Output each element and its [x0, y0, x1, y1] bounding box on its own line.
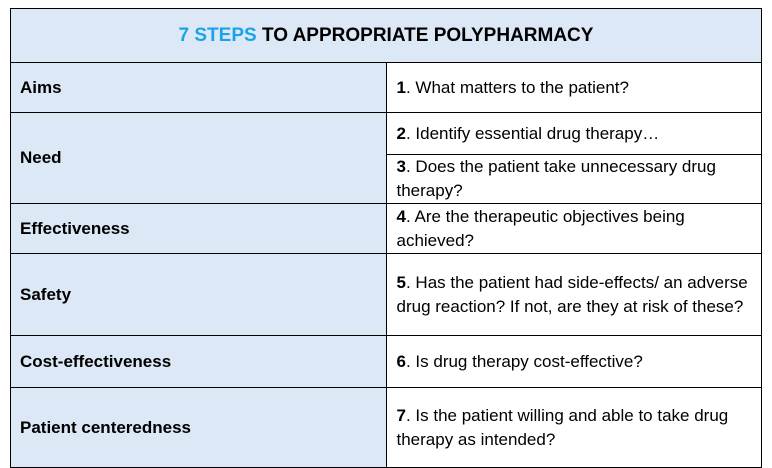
step-text: . Are the therapeutic objectives being a…: [396, 206, 685, 250]
step-text: . Has the patient had side-effects/ an a…: [396, 272, 748, 316]
row-label: Patient centeredness: [10, 387, 387, 468]
step-cell: 6. Is drug therapy cost-effective?: [385, 335, 762, 388]
step-cell: 3. Does the patient take unnecessary dru…: [385, 154, 762, 204]
row-label: Safety: [10, 253, 387, 336]
table-row: 3. Does the patient take unnecessary dru…: [11, 154, 762, 204]
table-row: Need 2. Identify essential drug therapy…: [10, 112, 762, 204]
row-label: Cost-effectiveness: [10, 335, 387, 388]
table-row: Effectiveness 4. Are the therapeutic obj…: [10, 203, 762, 254]
step-number: 7: [396, 405, 406, 425]
step-cell: 7. Is the patient willing and able to ta…: [385, 387, 762, 468]
row-label: Effectiveness: [10, 203, 387, 254]
title-accent: 7 STEPS: [178, 24, 257, 46]
step-number: 1: [396, 77, 406, 97]
step-text: . Is drug therapy cost-effective?: [405, 351, 643, 371]
step-cell: 5. Has the patient had side-effects/ an …: [385, 253, 762, 336]
step-cell: 2. Identify essential drug therapy…: [385, 112, 762, 155]
step-text: . What matters to the patient?: [405, 77, 629, 97]
step-text: . Does the patient take unnecessary drug…: [396, 157, 716, 200]
row-label: Aims: [10, 62, 387, 113]
title-rest: TO APPROPRIATE POLYPHARMACY: [256, 24, 594, 46]
table-row: Patient centeredness 7. Is the patient w…: [10, 387, 762, 468]
table-title: 7 STEPS TO APPROPRIATE POLYPHARMACY: [10, 8, 762, 63]
table-row: Cost-effectiveness 6. Is drug therapy co…: [10, 335, 762, 388]
step-text: . Identify essential drug therapy…: [405, 123, 660, 143]
table-row: Aims 1. What matters to the patient?: [10, 62, 762, 113]
step-number: 2: [396, 123, 406, 143]
polypharmacy-table: 7 STEPS TO APPROPRIATE POLYPHARMACY Aims…: [10, 8, 762, 468]
step-number: 5: [396, 272, 406, 292]
step-cell: 1. What matters to the patient?: [385, 62, 762, 113]
step-text: . Is the patient willing and able to tak…: [396, 405, 729, 449]
step-cell: 4. Are the therapeutic objectives being …: [385, 203, 762, 254]
step-number: 6: [396, 351, 406, 371]
step-number: 3: [396, 157, 406, 176]
table-row: Safety 5. Has the patient had side-effec…: [10, 253, 762, 336]
row-label: Need: [10, 112, 387, 204]
step-number: 4: [396, 206, 406, 226]
